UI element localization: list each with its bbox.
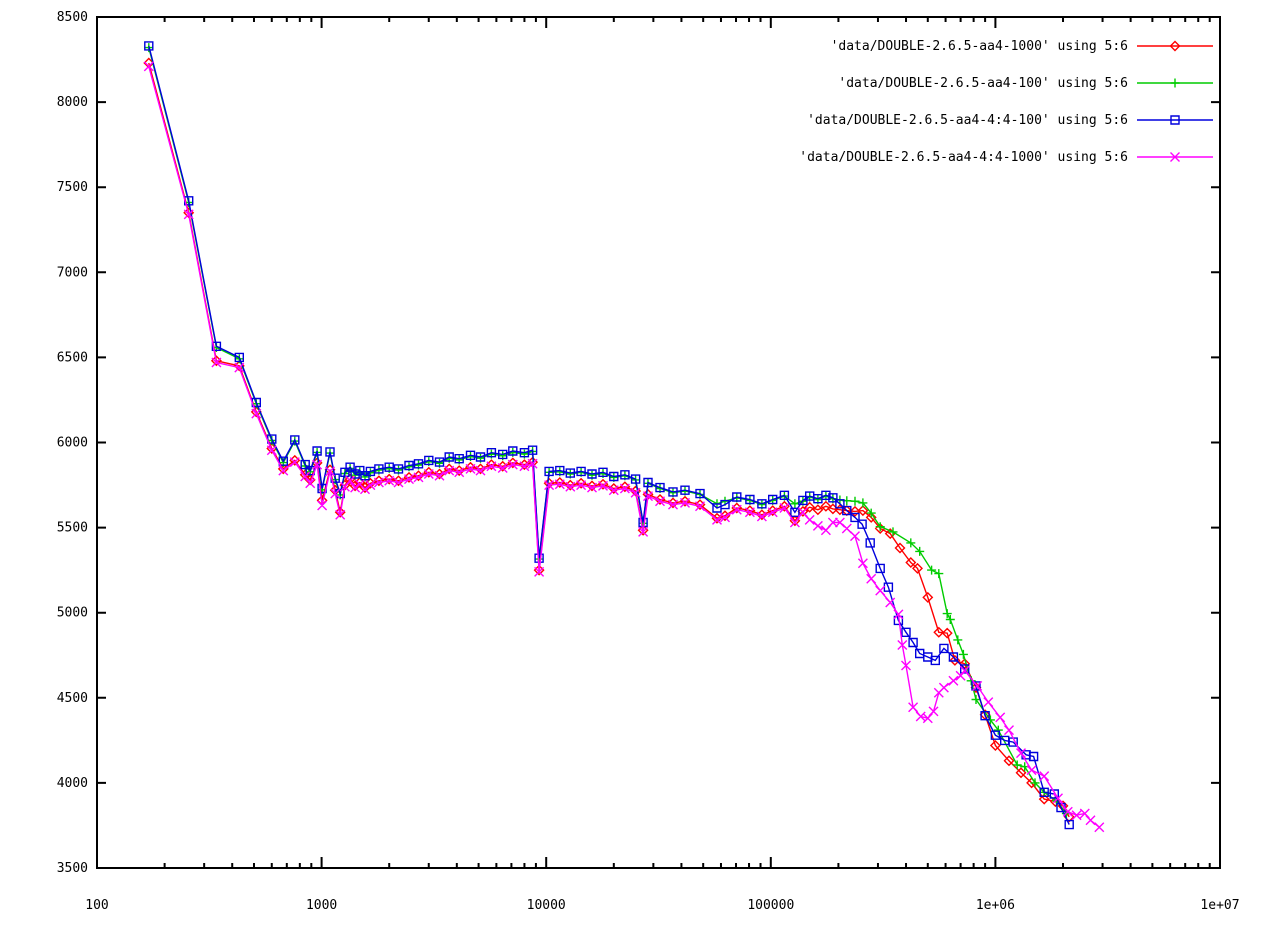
legend-label: 'data/DOUBLE-2.6.5-aa4-100' using 5:6 [838, 76, 1128, 91]
legend: 'data/DOUBLE-2.6.5-aa4-1000' using 5:6 'd… [799, 39, 1213, 165]
x-tick-label: 1e+06 [976, 898, 1015, 913]
x-tick-label: 10000 [527, 898, 566, 913]
legend-marker-square [1170, 115, 1180, 125]
legend-label: 'data/DOUBLE-2.6.5-aa4-4:4-1000' using 5… [799, 150, 1128, 165]
y-tick-label: 6000 [57, 436, 88, 451]
y-tick-label: 6500 [57, 350, 88, 365]
legend-label: 'data/DOUBLE-2.6.5-aa4-1000' using 5:6 [831, 39, 1128, 54]
y-tick-label: 8000 [57, 95, 88, 110]
legend-marker-plus [1170, 78, 1180, 88]
y-tick-label: 3500 [57, 861, 88, 876]
x-tick-label: 1e+07 [1200, 898, 1239, 913]
y-tick-label: 4500 [57, 691, 88, 706]
series-x [143, 61, 1105, 833]
y-tick-label: 5000 [57, 606, 88, 621]
series-line-1 [148, 62, 1070, 818]
legend-entry: 'data/DOUBLE-2.6.5-aa4-1000' using 5:6 [831, 39, 1213, 54]
y-tick-label: 8500 [57, 10, 88, 25]
y-tick-label: 7500 [57, 180, 88, 195]
y-tick-label: 7000 [57, 265, 88, 280]
x-tick-label: 100000 [747, 898, 794, 913]
legend-entry: 'data/DOUBLE-2.6.5-aa4-4:4-1000' using 5… [799, 150, 1213, 165]
y-tick-label: 4000 [57, 776, 88, 791]
legend-label: 'data/DOUBLE-2.6.5-aa4-4:4-100' using 5:… [807, 113, 1128, 128]
y-tick-label: 5500 [57, 521, 88, 536]
legend-marker-x [1170, 152, 1180, 162]
series-markers-4 [143, 61, 1105, 833]
legend-entry: 'data/DOUBLE-2.6.5-aa4-100' using 5:6 [838, 76, 1213, 91]
x-tick-label: 100 [85, 898, 108, 913]
legend-marker-diamond [1169, 40, 1181, 52]
plot-border [96, 16, 1221, 869]
x-tick-label: 1000 [306, 898, 337, 913]
legend-entry: 'data/DOUBLE-2.6.5-aa4-4:4-100' using 5:… [807, 113, 1213, 128]
